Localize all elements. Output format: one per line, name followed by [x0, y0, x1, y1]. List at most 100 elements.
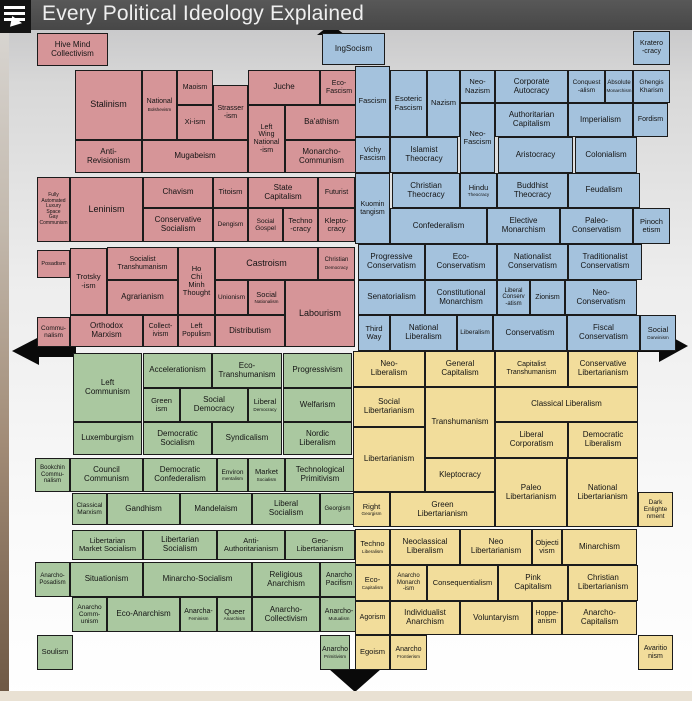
ideology-label: Nordic Liberalism [299, 428, 336, 447]
ideology-cell: Klepto- cracy [318, 208, 355, 242]
ideology-label: Gandhism [125, 503, 162, 513]
ideology-cell: Neo- Fascism [460, 103, 495, 173]
ideology-cell: Environ mentalism [217, 458, 248, 492]
pointer-cursor-icon [9, 15, 24, 30]
ideology-label: Aristocracy [515, 149, 556, 159]
ideology-cell: Liberal Democracy [248, 388, 282, 422]
ideology-cell: Hindu Theocracy [460, 173, 497, 208]
ideology-cell: Christian Theocracy [392, 173, 460, 208]
ideology-cell: Xi-ism [177, 105, 213, 140]
ideology-label: Techno [360, 539, 385, 549]
ideology-cell: Paleo Libertarianism [495, 458, 567, 527]
ideology-cell: Neo- Conservatism [565, 280, 637, 315]
ideology-cell: Esoteric Fascism [390, 70, 427, 137]
ideology-label: Conservative Libertarianism [577, 359, 629, 377]
ideology-label: Avaritio nism [643, 644, 668, 660]
ideology-cell: Strasser -ism [213, 85, 248, 140]
ideology-sublabel: Liberalism [362, 548, 383, 554]
ideology-cell: Collect- ivism [143, 315, 178, 347]
ideology-cell: Queer Anarchism [217, 597, 252, 632]
ideology-cell: Imperialism [568, 103, 633, 137]
ideology-cell: Ho Chi Minh Thought [178, 247, 215, 315]
ideology-label: Egoism [359, 647, 385, 657]
ideology-sublabel: Monarchism [606, 87, 632, 93]
ideology-sublabel: Bolshevism [147, 106, 172, 112]
left-edge-artifact [0, 28, 9, 701]
ideology-label: Agrarianism [121, 292, 164, 302]
ideology-cell: Libertarianism [353, 427, 425, 492]
ideology-cell: Anarcho Primitivism [320, 635, 350, 670]
ideology-label: Libertarian Market Socialism [78, 535, 137, 553]
ideology-cell: Classical Marxism [72, 493, 107, 525]
ideology-cell: National Bolshevism [142, 70, 177, 140]
ideology-cell: Voluntaryism [460, 601, 532, 635]
ideology-label: Techno -cracy [288, 215, 313, 233]
ideology-label: Liberal [253, 397, 277, 407]
ideology-label: Libertarianism [363, 454, 415, 464]
ideology-label: Technological Primitivism [295, 465, 345, 483]
axis-arrow-left-icon [36, 345, 76, 357]
ideology-cell: Liberal Socialism [252, 493, 320, 525]
ideology-cell: Islamist Theocracy [390, 137, 458, 173]
ideology-cell: Third Way [358, 315, 390, 351]
ideology-label: Democratic Liberalism [582, 430, 624, 448]
ideology-cell: Kuomin tangism [355, 173, 390, 244]
ideology-label: Leninism [88, 203, 125, 214]
ideology-label: Ghengis Kharism [639, 79, 664, 94]
ideology-cell: Soulism [37, 635, 73, 670]
ideology-cell: Techno Liberalism [355, 529, 390, 565]
ideology-cell: Accelerationism [143, 353, 212, 388]
ideology-label: Neo- Liberalism [370, 359, 408, 377]
ideology-label: Chavism [162, 187, 194, 197]
ideology-label: Mugabeism [174, 151, 216, 161]
ideology-cell: Objecti vism [532, 529, 562, 565]
ideology-label: Anarcho [395, 645, 422, 653]
ideology-label: Anarcho Comm- unism [77, 603, 102, 626]
ideology-cell: Georgism [320, 493, 355, 525]
ideology-label: Liberalism [460, 329, 490, 337]
ideology-label: Xi-ism [184, 117, 206, 127]
ideology-label: Fordism [637, 116, 664, 124]
ideology-label: Dengism [217, 221, 244, 229]
ideology-cell: Aristocracy [498, 137, 573, 173]
ideology-cell: Castroism [215, 247, 318, 280]
ideology-label: Minarchism [579, 541, 620, 551]
ideology-cell: Conservative Socialism [143, 208, 213, 242]
ideology-label: Queer [224, 606, 245, 616]
ideology-sublabel: Georgism [361, 511, 382, 517]
ideology-label: Green ism [151, 395, 172, 413]
ideology-label: Anti- Revisionism [86, 146, 131, 165]
ideology-label: Market [255, 467, 278, 477]
ideology-label: Absolute [607, 80, 631, 87]
ideology-cell: Libertarian Market Socialism [72, 530, 143, 560]
ideology-label: Nazism [430, 98, 456, 108]
ideology-label: Welfarism [299, 399, 336, 409]
ideology-cell: Neo- Nazism [460, 70, 495, 103]
ideology-cell: Ghengis Kharism [633, 70, 670, 103]
ideology-cell: Anarcha- Feminism [180, 597, 217, 632]
menu-corner [0, 0, 31, 33]
ideology-cell: Anarcho- Posadism [35, 562, 70, 597]
ideology-label: Kratero -cracy [640, 40, 663, 55]
ideology-cell: Anarcho Pacifism [320, 562, 358, 597]
ideology-label: Liberal Corporatism [509, 430, 554, 448]
ideology-label: Democratic Socialism [157, 428, 198, 447]
ideology-cell: Fully Automated Luxury Space Gay Communi… [37, 177, 70, 242]
ideology-cell: Nordic Liberalism [283, 422, 352, 455]
ideology-label: Agorism [359, 614, 386, 622]
ideology-label: Capitalist Transhumanism [506, 361, 557, 376]
ideology-cell: Fascism [355, 66, 390, 137]
ideology-label: Third Way [365, 323, 383, 341]
ideology-cell: Social Nationalism [248, 280, 285, 315]
ideology-cell: Neoclassical Liberalism [390, 529, 460, 565]
ideology-label: Social Democracy [193, 395, 235, 413]
ideology-label: Nationalist Conservatism [508, 252, 557, 270]
ideology-label: Ho Chi Minh Thought [182, 263, 211, 298]
ideology-label: National [146, 98, 173, 106]
ideology-cell: Anarcho Frontierism [390, 635, 427, 670]
ideology-cell: Democratic Confederalism [143, 458, 217, 492]
ideology-sublabel: Democracy [324, 264, 349, 270]
ideology-label: Anarcha- [184, 607, 213, 615]
ideology-cell: General Capitalism [425, 351, 495, 387]
ideology-cell: Trotsky -ism [70, 248, 107, 315]
